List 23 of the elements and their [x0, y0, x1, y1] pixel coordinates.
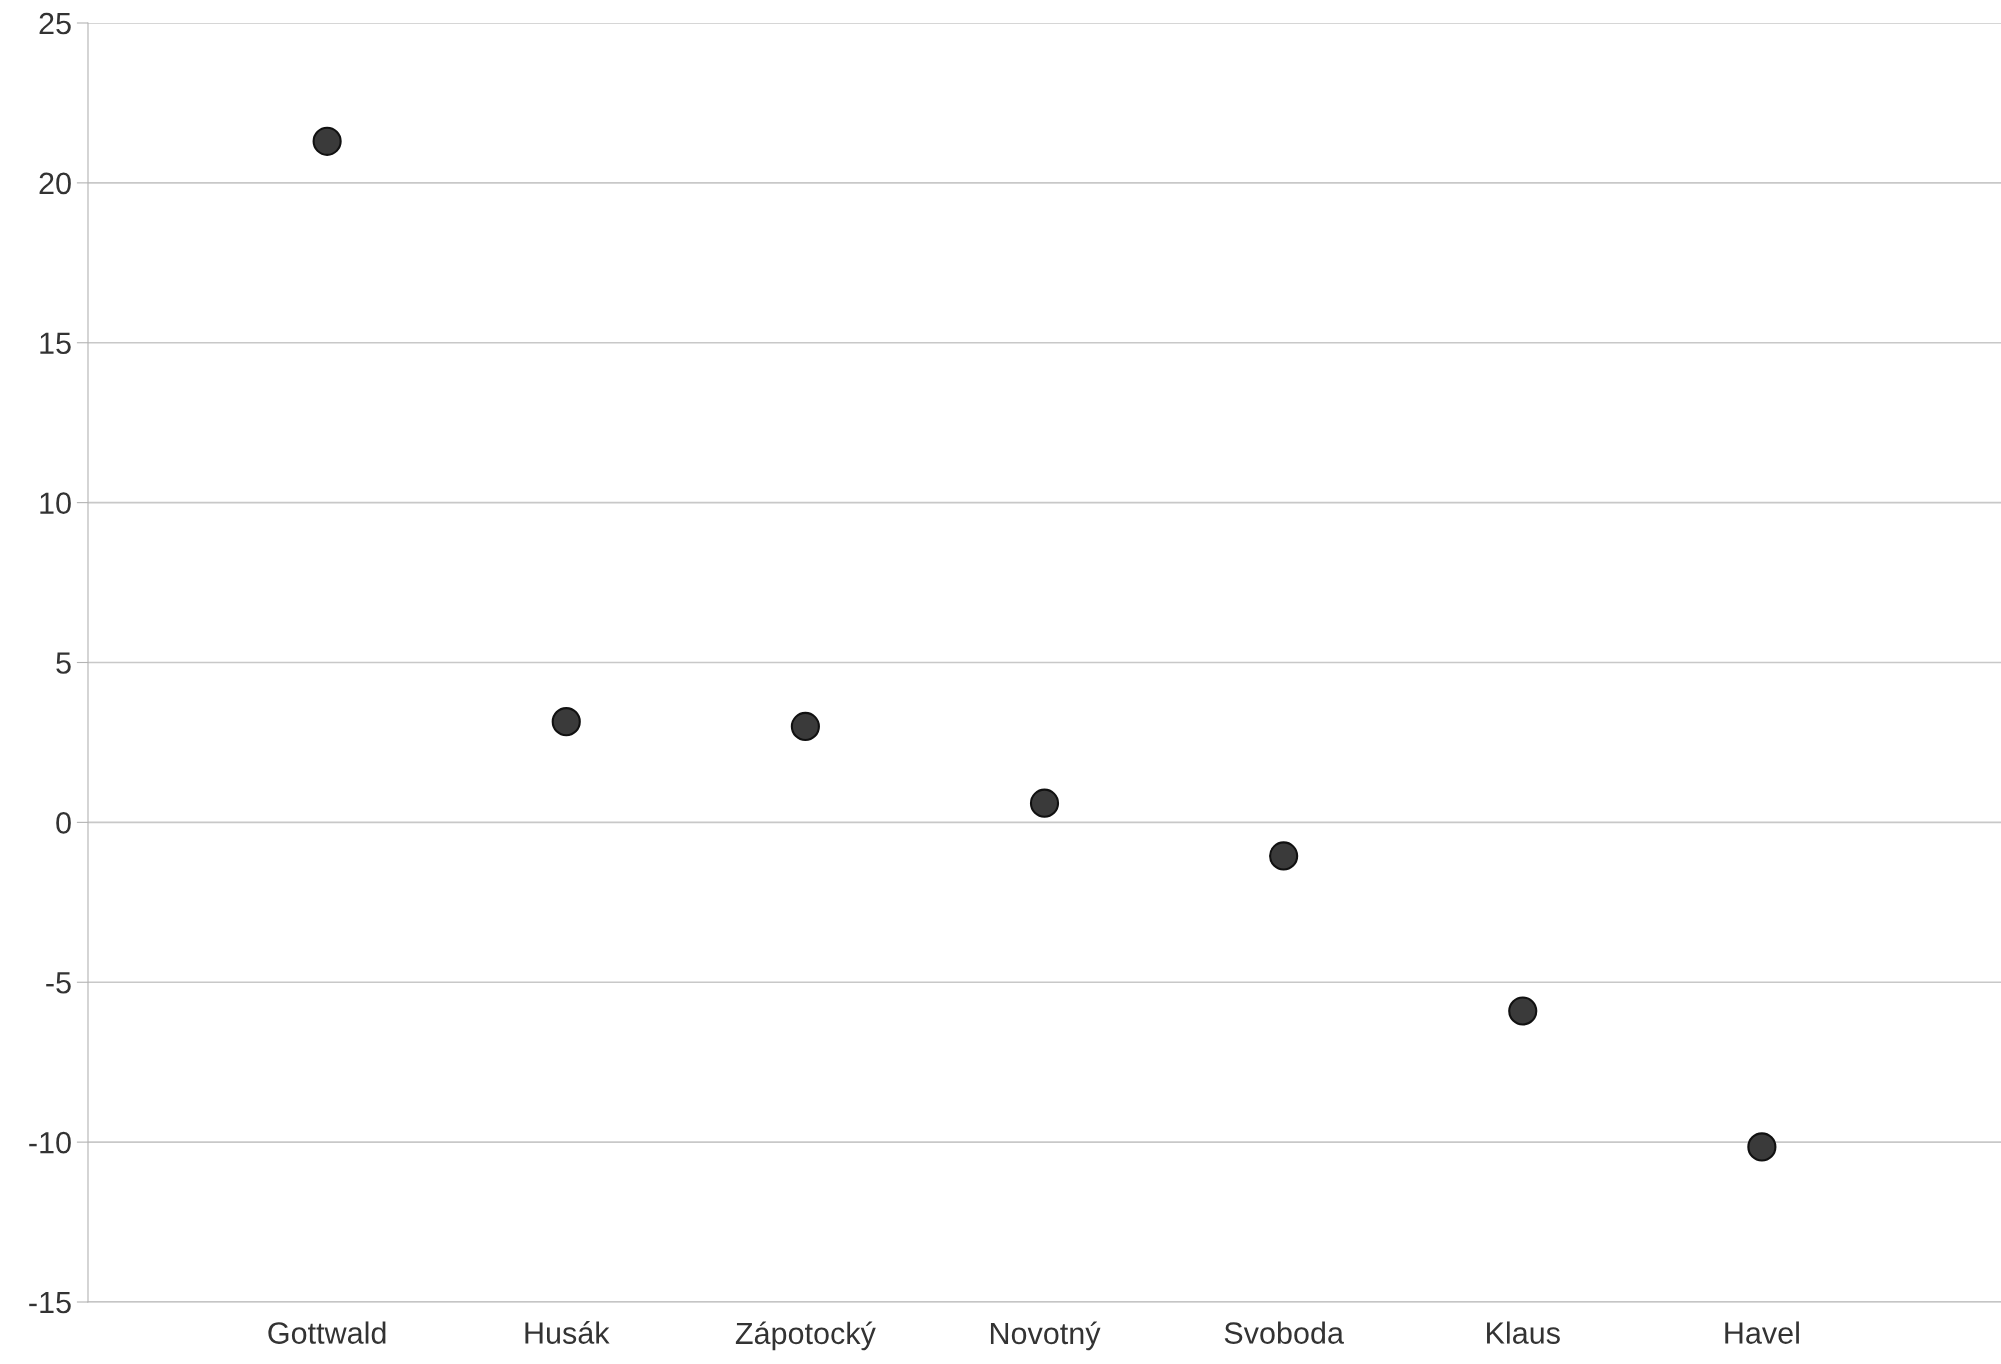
point	[1029, 788, 1060, 818]
x-tick-label: Husák	[525, 1321, 610, 1344]
y-tick-label: 0	[56, 812, 71, 834]
point	[1508, 996, 1538, 1026]
point	[790, 711, 820, 742]
x-tick-label: Zápotocký	[735, 1321, 876, 1351]
point	[1747, 1132, 1777, 1162]
y-tick-label: 5	[56, 652, 71, 674]
y-tick-label: 15	[40, 332, 71, 355]
y-tick-label: 20	[39, 172, 71, 195]
x-tick-label: Klaus	[1487, 1321, 1560, 1344]
x-tick-label: Havel	[1725, 1321, 1799, 1344]
y-tick-label: 25	[39, 12, 71, 35]
y-tick-label: -15	[29, 1292, 71, 1314]
x-tick-label: Novotný	[990, 1321, 1101, 1351]
x-tick-label: Svoboda	[1224, 1321, 1344, 1344]
point	[551, 707, 581, 737]
x-tick-label: Gottwald	[268, 1321, 386, 1344]
point	[1269, 841, 1299, 871]
y-tick-label: 10	[40, 492, 71, 514]
y-tick-label: -5	[46, 972, 71, 994]
point	[312, 126, 342, 156]
y-tick-label: -10	[29, 1131, 71, 1154]
